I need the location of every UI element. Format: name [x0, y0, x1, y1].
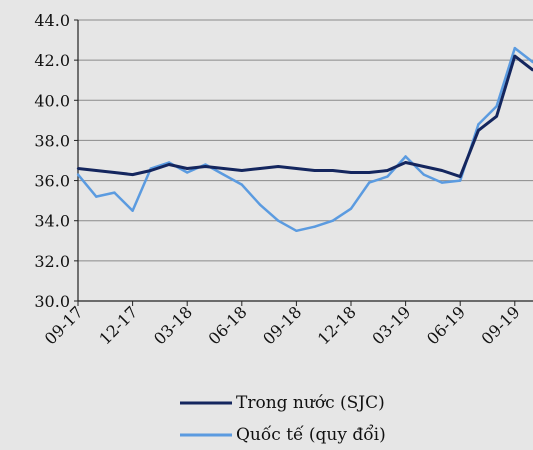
data-point-international: [331, 219, 334, 222]
data-point-domestic: [295, 167, 298, 170]
data-point-international: [277, 219, 280, 222]
data-point-domestic: [113, 171, 116, 174]
data-point-international: [258, 203, 262, 206]
data-point-international: [459, 179, 462, 182]
data-point-domestic: [404, 161, 407, 164]
data-point-domestic: [222, 167, 225, 170]
data-point-domestic: [258, 167, 262, 170]
series-line-domestic: [77, 54, 533, 179]
x-tick-label: 09-19: [478, 302, 524, 348]
data-point-international: [222, 173, 225, 176]
y-tick-label: 40.0: [34, 91, 70, 110]
x-tick-label: 06-19: [423, 302, 469, 348]
data-point-domestic: [204, 165, 207, 168]
data-point-international: [440, 181, 444, 184]
series: [76, 46, 533, 233]
data-point-domestic: [331, 169, 334, 172]
data-point-domestic: [277, 165, 280, 168]
y-tick-label: 44.0: [34, 11, 70, 30]
x-tick-label: 09-18: [259, 302, 305, 348]
data-point-domestic: [313, 169, 316, 172]
data-point-international: [422, 173, 425, 176]
data-point-domestic: [368, 171, 371, 174]
x-tick-label: 03-19: [368, 302, 414, 348]
data-point-international: [295, 229, 298, 232]
data-point-domestic: [459, 175, 462, 178]
data-point-domestic: [240, 169, 243, 172]
series-line-international: [77, 46, 533, 233]
data-point-domestic: [386, 169, 389, 172]
y-tick-label: 36.0: [34, 172, 70, 191]
data-point-international: [240, 183, 243, 186]
legend-label: Trong nước (SJC): [236, 393, 385, 413]
data-point-international: [404, 155, 407, 158]
data-point-international: [513, 46, 516, 50]
data-point-domestic: [477, 129, 480, 132]
x-tick-label: 03-18: [150, 302, 196, 348]
x-tick-label: 12-18: [314, 302, 360, 348]
data-point-domestic: [95, 169, 98, 172]
data-point-international: [495, 105, 498, 108]
data-point-domestic: [495, 115, 498, 118]
x-tick-label: 12-17: [95, 302, 141, 348]
y-tick-label: 34.0: [34, 212, 70, 231]
grid: [78, 19, 533, 262]
data-point-international: [131, 209, 134, 212]
data-point-international: [386, 175, 389, 178]
data-point-domestic: [513, 54, 516, 58]
data-point-international: [186, 171, 189, 174]
data-point-domestic: [131, 173, 134, 176]
data-point-domestic: [440, 169, 444, 172]
y-tick-label: 30.0: [34, 292, 70, 311]
y-tick-label: 42.0: [34, 51, 70, 70]
x-tick-label: 06-18: [205, 302, 251, 348]
legend-label: Quốc tế (quy đổi): [236, 425, 386, 445]
data-point-domestic: [422, 165, 425, 168]
data-point-domestic: [76, 167, 80, 170]
data-point-international: [113, 191, 116, 194]
data-point-domestic: [149, 169, 152, 172]
data-point-domestic: [186, 167, 189, 170]
data-point-international: [95, 195, 98, 198]
data-point-domestic: [349, 171, 353, 174]
data-point-domestic: [167, 163, 171, 166]
data-point-international: [477, 123, 480, 126]
legend: Trong nước (SJC) Quốc tế (quy đổi): [180, 393, 386, 445]
y-tick-label: 38.0: [34, 131, 70, 150]
data-point-international: [313, 225, 316, 228]
data-point-international: [76, 173, 80, 176]
y-tick-label: 32.0: [34, 252, 70, 271]
data-point-international: [349, 207, 353, 210]
data-point-international: [368, 181, 371, 184]
